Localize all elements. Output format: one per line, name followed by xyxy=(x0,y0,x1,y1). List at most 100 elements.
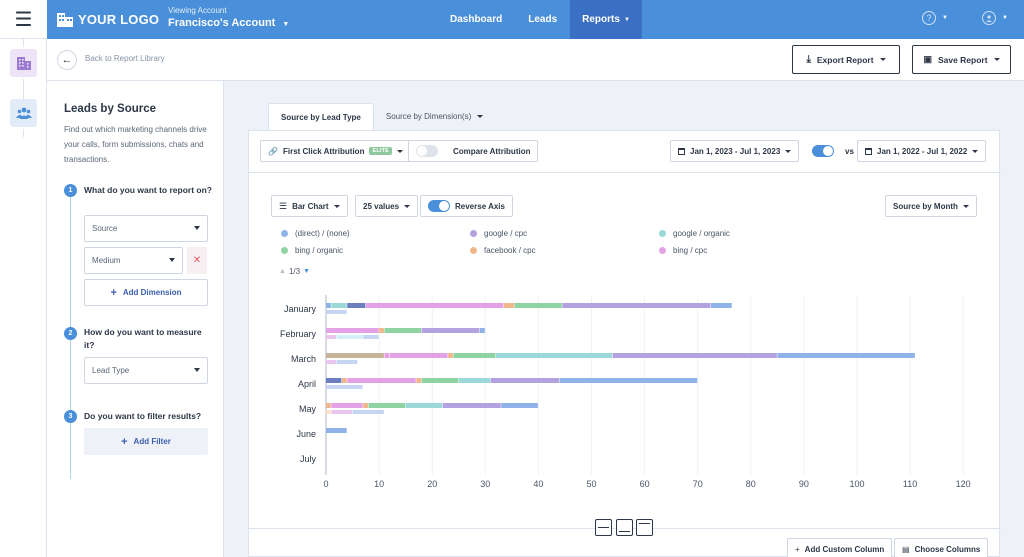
bar-segment-current xyxy=(389,353,448,358)
bar-segment-previous xyxy=(326,310,347,314)
bar-segment-current xyxy=(777,353,915,358)
back-to-library-link[interactable]: Back to Report Library xyxy=(85,54,165,63)
bar-segment-current xyxy=(326,403,331,408)
user-menu[interactable]: ▼ xyxy=(982,11,1008,25)
legend-item[interactable]: (direct) / (none) xyxy=(281,229,350,238)
bar-segment-current xyxy=(503,303,515,308)
bar-segment-previous xyxy=(352,410,384,414)
attribution-toolbar: 🔗 First Click Attribution ELITE Compare … xyxy=(249,131,1001,173)
nav-dashboard[interactable]: Dashboard xyxy=(450,14,503,25)
chart-only-view-icon[interactable] xyxy=(616,519,633,536)
values-count-select[interactable]: 25 values xyxy=(355,195,419,217)
chevron-down-icon xyxy=(785,149,792,153)
tab-source-by-dimensions[interactable]: Source by Dimension(s) xyxy=(374,103,495,130)
hamburger-menu-icon[interactable]: ☰ xyxy=(0,0,47,39)
chevron-down-icon xyxy=(993,58,1000,61)
date-range-previous[interactable]: Jan 1, 2022 - Jul 1, 2022 xyxy=(857,140,987,162)
nav-leads[interactable]: Leads xyxy=(528,14,558,25)
add-custom-column-button[interactable]: + Add Custom Column xyxy=(787,538,893,557)
compare-attribution-toggle[interactable]: Compare Attribution xyxy=(408,140,539,162)
attribution-select[interactable]: 🔗 First Click Attribution ELITE xyxy=(260,140,412,162)
date-range-current[interactable]: Jan 1, 2023 - Jul 1, 2023 xyxy=(670,140,800,162)
choose-columns-button[interactable]: ▤ Choose Columns xyxy=(894,538,989,557)
compare-dates-toggle[interactable]: vs xyxy=(805,140,861,162)
add-filter-button[interactable]: + Add Filter xyxy=(84,428,208,455)
report-title: Leads by Source xyxy=(64,103,157,115)
add-dimension-button[interactable]: + Add Dimension xyxy=(84,279,208,306)
bar-chart-icon: ☰ xyxy=(279,200,288,211)
account-name[interactable]: Francisco's Account ▼ xyxy=(168,17,290,29)
bar-segment-current xyxy=(326,378,342,383)
legend-swatch xyxy=(470,230,477,237)
lead-type-select[interactable]: Lead Type xyxy=(84,357,208,384)
main-nav: Dashboard Leads Reports ▼ xyxy=(437,0,642,39)
bar-segment-current xyxy=(384,353,390,358)
x-tick-label: 20 xyxy=(427,479,437,489)
split-view-icon[interactable] xyxy=(595,519,612,536)
remove-dimension-button[interactable]: ✕ xyxy=(187,247,207,274)
page-up-icon[interactable]: ▲ xyxy=(279,268,286,275)
legend-swatch xyxy=(281,230,288,237)
plus-icon: + xyxy=(110,286,117,299)
report-builder-panel: Leads by Source Find out which marketing… xyxy=(47,81,224,557)
bar-segment-current xyxy=(368,403,406,408)
table-only-view-icon[interactable] xyxy=(636,519,653,536)
chevron-down-icon xyxy=(333,204,340,208)
page-down-icon[interactable]: ▼ xyxy=(303,268,310,275)
bar-segment-previous xyxy=(326,335,337,339)
export-report-button[interactable]: ⤓ Export Report xyxy=(792,45,900,74)
rail-item-people[interactable] xyxy=(10,99,37,127)
step-number: 1 xyxy=(64,184,77,197)
toggle-switch[interactable] xyxy=(416,145,438,157)
dropdown-caret-icon xyxy=(169,258,175,262)
calendar-icon xyxy=(678,147,685,155)
legend-item[interactable]: bing / organic xyxy=(281,246,343,255)
x-tick-label: 50 xyxy=(586,479,596,489)
legend-swatch xyxy=(470,247,477,254)
legend-item[interactable]: google / cpc xyxy=(470,229,527,238)
building-logo-icon xyxy=(57,13,73,27)
x-tick-label: 40 xyxy=(533,479,543,489)
legend-item[interactable]: facebook / cpc xyxy=(470,246,536,255)
x-tick-label: 120 xyxy=(956,479,971,489)
group-by-select[interactable]: Source by Month xyxy=(885,195,977,217)
download-icon: ⤓ xyxy=(806,54,811,65)
toggle-switch[interactable] xyxy=(812,145,834,157)
account-switcher[interactable]: Viewing Account Francisco's Account ▼ xyxy=(168,6,289,29)
toggle-switch[interactable] xyxy=(428,200,450,212)
chevron-down-icon xyxy=(879,58,886,61)
bar-segment-current xyxy=(559,378,698,383)
legend-item[interactable]: bing / cpc xyxy=(659,246,707,255)
user-avatar-icon xyxy=(982,11,996,25)
help-menu[interactable]: ? ▼ xyxy=(922,11,948,25)
legend-item[interactable]: google / organic xyxy=(659,229,730,238)
logo[interactable]: YOUR LOGO xyxy=(56,10,159,28)
building-icon xyxy=(16,57,31,70)
chevron-down-icon xyxy=(404,204,411,208)
bar-segment-current xyxy=(421,328,480,333)
report-description: Find out which marketing channels drive … xyxy=(64,125,207,164)
x-tick-label: 100 xyxy=(849,479,864,489)
medium-select[interactable]: Medium xyxy=(84,247,183,274)
nav-reports[interactable]: Reports ▼ xyxy=(570,0,642,39)
source-select[interactable]: Source xyxy=(84,215,208,242)
bar-segment-current xyxy=(326,353,384,358)
back-arrow-icon[interactable]: ← xyxy=(57,50,77,70)
reverse-axis-toggle[interactable]: Reverse Axis xyxy=(420,195,513,217)
chevron-down-icon: ▼ xyxy=(282,21,290,28)
bar-segment-previous xyxy=(336,335,363,339)
logo-text: YOUR LOGO xyxy=(78,11,160,27)
x-tick-label: 60 xyxy=(640,479,650,489)
left-rail xyxy=(0,39,47,557)
chevron-down-icon xyxy=(962,204,969,208)
save-report-button[interactable]: ▣ Save Report xyxy=(912,45,1011,74)
dropdown-caret-icon xyxy=(194,368,200,372)
rail-item-buildings[interactable] xyxy=(10,49,37,77)
step-number: 3 xyxy=(64,410,77,423)
x-tick-label: 30 xyxy=(480,479,490,489)
chart-type-select[interactable]: ☰ Bar Chart xyxy=(271,195,348,217)
tab-source-by-lead-type[interactable]: Source by Lead Type xyxy=(268,103,374,130)
bar-segment-current xyxy=(326,428,347,433)
bar-segment-current xyxy=(416,378,422,383)
bar-segment-previous xyxy=(326,360,337,364)
